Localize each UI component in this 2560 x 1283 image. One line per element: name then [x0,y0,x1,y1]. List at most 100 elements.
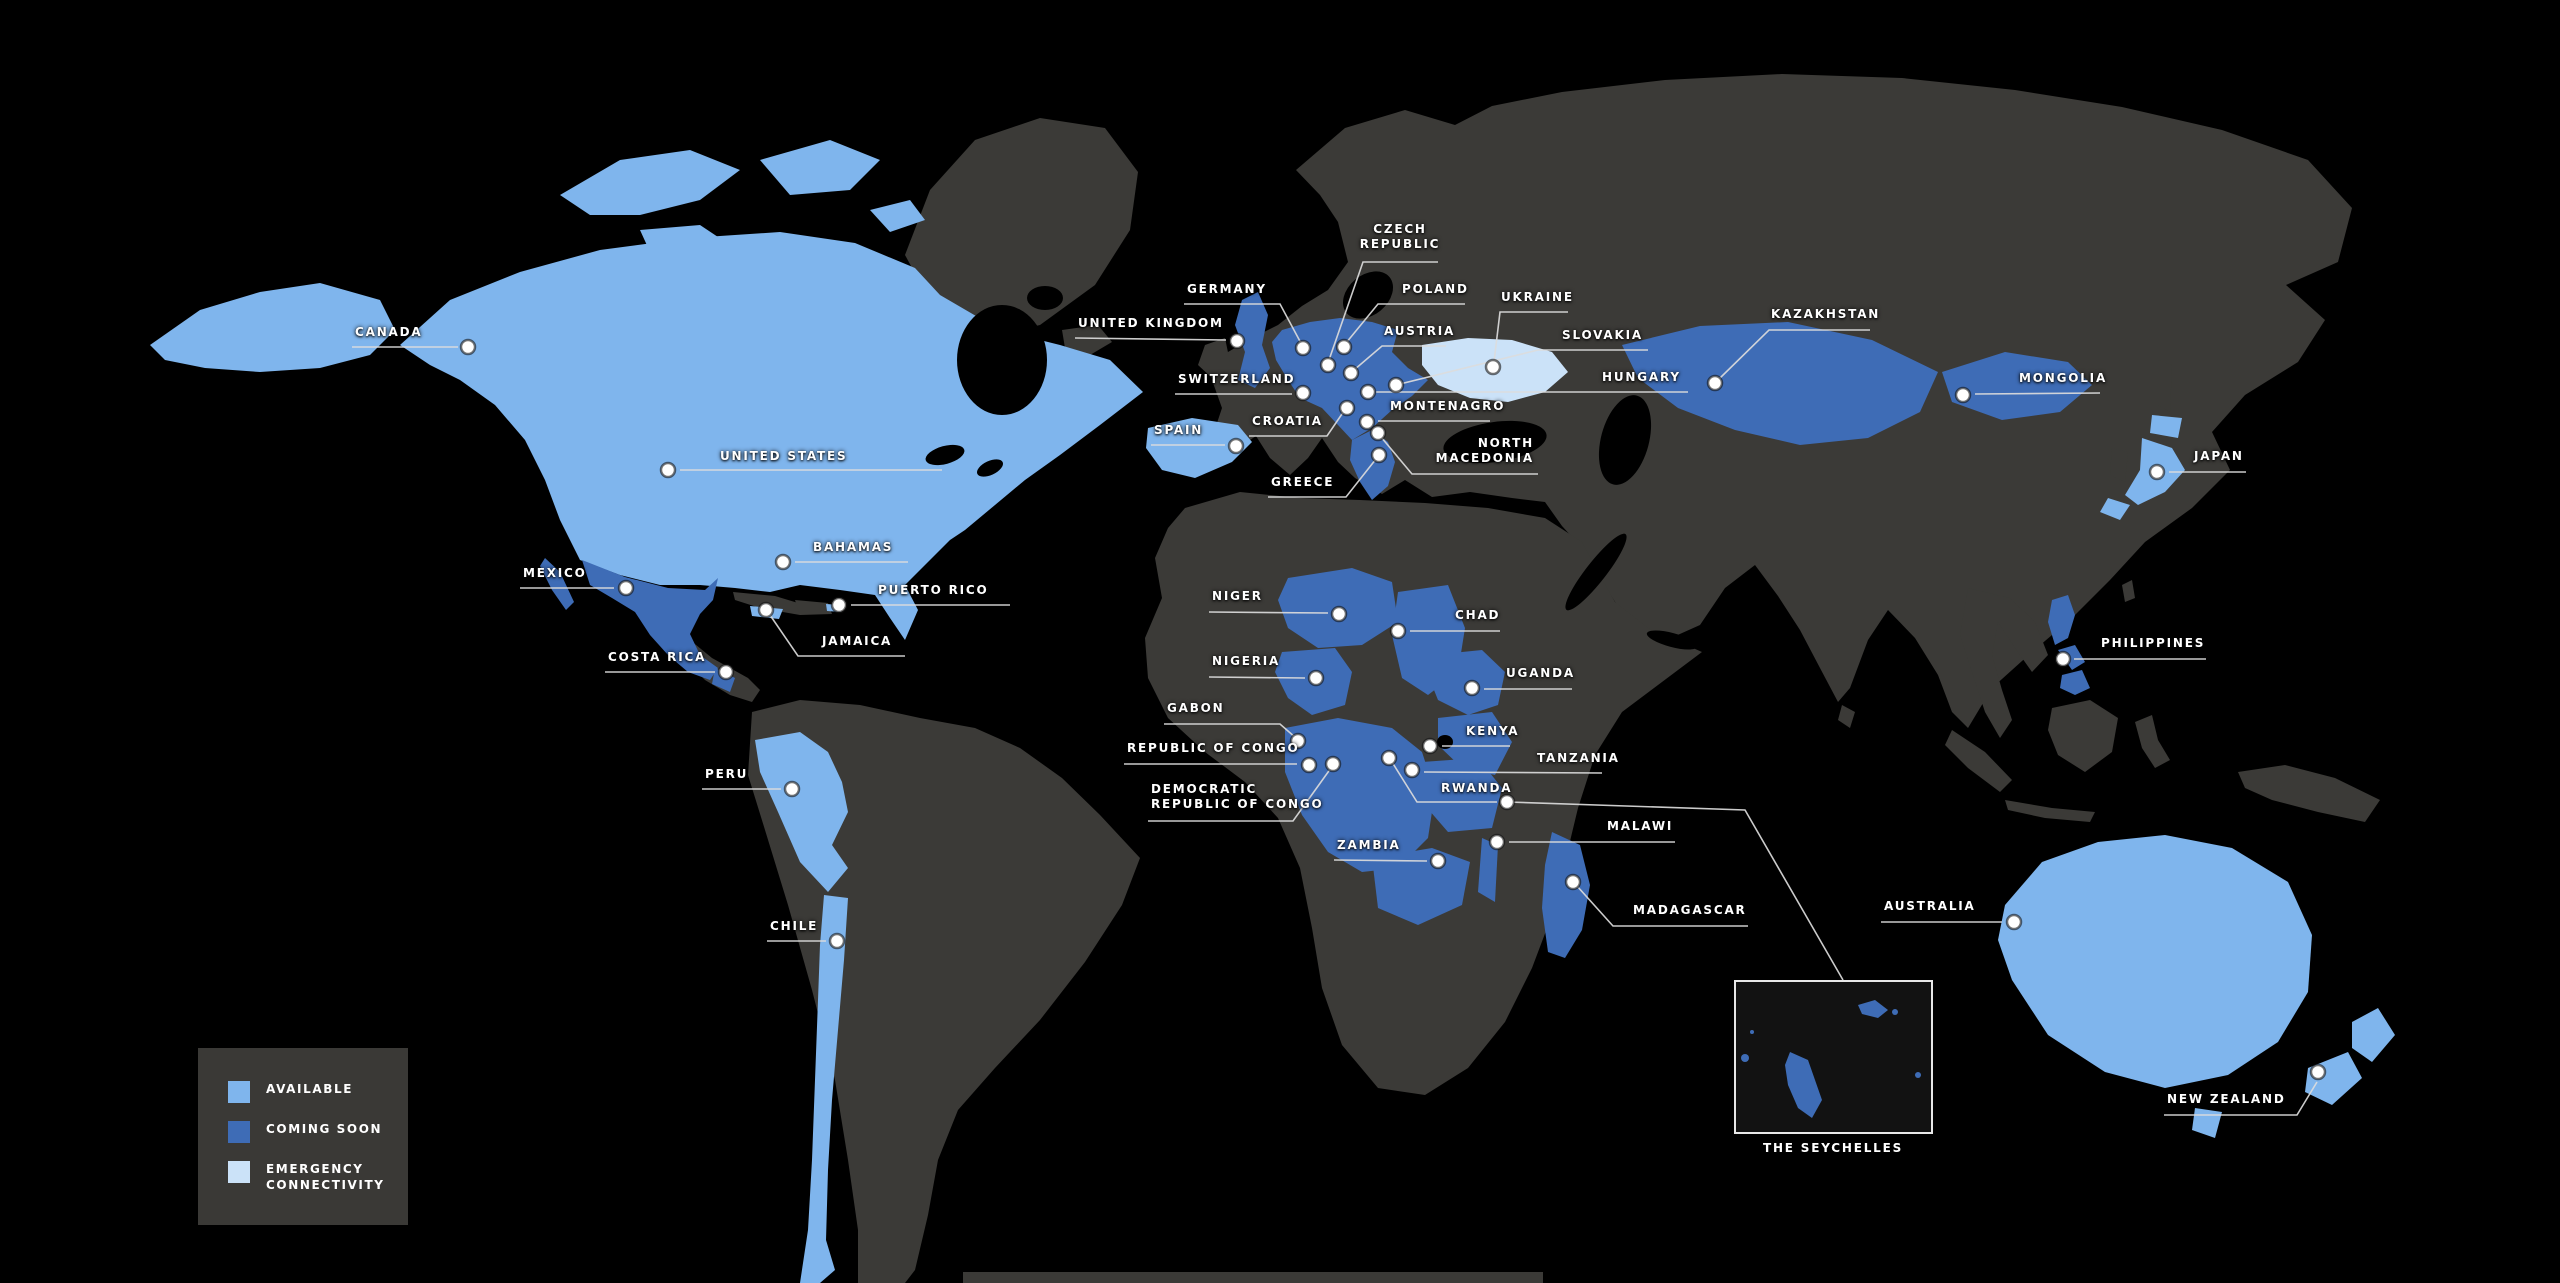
landmass-taiwan [2122,580,2135,602]
label-line: REPUBLIC OF CONGO [1127,741,1300,755]
country-japan-hokkaido [2150,415,2182,438]
label-line: CZECH [1373,222,1427,236]
leader-line-tanzania [1423,771,1603,774]
country-australia-tasmania [2192,1108,2222,1138]
location-dot-kenya [1421,737,1439,755]
leader-line-new-zealand [2164,1081,2318,1116]
location-dot-north-macedonia [1369,424,1387,442]
country-label-republic-of-congo: REPUBLIC OF CONGO [1127,741,1300,756]
label-line: SWITZERLAND [1178,372,1296,386]
location-dot-australia [2005,913,2023,931]
country-label-croatia: CROATIA [1252,414,1323,429]
landmass-antarctica-sliver [963,1272,1543,1283]
country-label-united-states: UNITED STATES [720,449,847,464]
leader-line-rwanda [1391,761,1497,803]
country-mongolia [1942,352,2092,420]
country-label-rwanda: RWANDA [1441,781,1512,796]
location-dot-mexico [617,579,635,597]
country-canada-arctic-1 [560,150,740,215]
seychelles-islands-ne [1858,1000,1888,1018]
country-new-zealand-north [2352,1008,2395,1062]
country-label-australia: AUSTRALIA [1884,899,1976,914]
leader-line-seychelles-leader [1506,801,1844,981]
country-bahamas [756,528,782,567]
country-alaska [150,283,395,372]
landmass-korea [2110,448,2128,482]
seychelles-inset-caption: THE SEYCHELLES [1762,1141,1904,1155]
label-line: JAMAICA [822,634,893,648]
location-dot-jamaica [757,601,775,619]
country-kazakhstan [1622,322,1938,445]
country-canada-arctic-4 [870,200,925,232]
landmass-south-america [748,700,1140,1283]
location-dot-spain [1227,437,1245,455]
label-line: PERU [705,767,749,781]
label-line: JAPAN [2194,449,2244,463]
legend-label-available: AVAILABLE [266,1081,354,1096]
country-label-chile: CHILE [770,919,818,934]
location-dot-zambia [1429,852,1447,870]
emergency-swatch [228,1160,250,1183]
landmass-ireland [1198,338,1230,378]
leader-line-jamaica [769,614,905,657]
landmass-java [2005,800,2095,822]
country-philippines [2048,595,2090,695]
legend-label-emergency: EMERGENCY CONNECTIVITY [266,1161,385,1192]
country-canada-arctic-3 [640,225,730,260]
label-line: MALAWI [1607,819,1674,833]
country-mexico [582,560,718,680]
country-label-malawi: MALAWI [1607,819,1673,834]
leader-line-kazakhstan [1718,329,1870,380]
label-line: MEXICO [523,566,587,580]
landmass-greenland [905,118,1138,338]
country-label-spain: SPAIN [1154,423,1203,438]
leader-line-niger [1208,611,1329,614]
label-line: CHAD [1455,608,1501,622]
location-dot-bahamas [774,553,792,571]
label-line: UNITED KINGDOM [1078,316,1224,330]
country-label-nigeria: NIGERIA [1212,654,1280,669]
location-dot-peru [783,780,801,798]
country-tanzania [1422,758,1502,832]
country-congo-basin [1285,718,1435,872]
location-dot-gabon [1289,732,1307,750]
label-line: DEMOCRATIC [1151,782,1258,796]
country-label-switzerland: SWITZERLAND [1178,372,1295,387]
landmass-sakhalin [2158,360,2172,412]
label-line: REPUBLIC OF CONGO [1151,797,1324,811]
country-label-peru: PERU [705,767,748,782]
label-line: GREECE [1271,475,1335,489]
location-dot-philippines [2054,650,2072,668]
leader-line-germany [1184,303,1303,346]
label-line: POLAND [1402,282,1469,296]
seychelles-islet-1 [1892,1009,1898,1015]
landmass-new-guinea [2238,765,2380,822]
landmass-sulawesi [2135,715,2170,768]
country-label-chad: CHAD [1455,608,1500,623]
landmass-sumatra [1945,730,2012,792]
label-line: PUERTO RICO [878,583,989,597]
location-dot-costa-rica [717,663,735,681]
location-dot-canada [459,338,477,356]
location-dot-united-kingdom [1228,332,1246,350]
country-balkans-greece [1350,430,1395,500]
legend-label-coming-soon: COMING SOON [266,1121,383,1136]
location-dot-nigeria [1307,669,1325,687]
leader-line-united-kingdom [1074,337,1227,341]
country-costa-rica [712,668,735,692]
leader-line-democratic-republic-of-congo [1148,767,1332,822]
label-line: NEW ZEALAND [2167,1092,2286,1106]
landmass-hispaniola [795,600,832,615]
location-dot-switzerland [1294,384,1312,402]
label-line: COSTA RICA [608,650,707,664]
country-label-gabon: GABON [1167,701,1225,716]
country-label-madagascar: MADAGASCAR [1633,903,1747,918]
location-dot-greece [1370,446,1388,464]
country-label-philippines: PHILIPPINES [2101,636,2205,651]
location-dot-seychelles-leader [1498,793,1516,811]
seychelles-islet-4 [1750,1030,1754,1034]
leader-line-zambia [1333,859,1428,862]
landmass-iceland [1062,325,1112,355]
location-dot-chad [1389,622,1407,640]
